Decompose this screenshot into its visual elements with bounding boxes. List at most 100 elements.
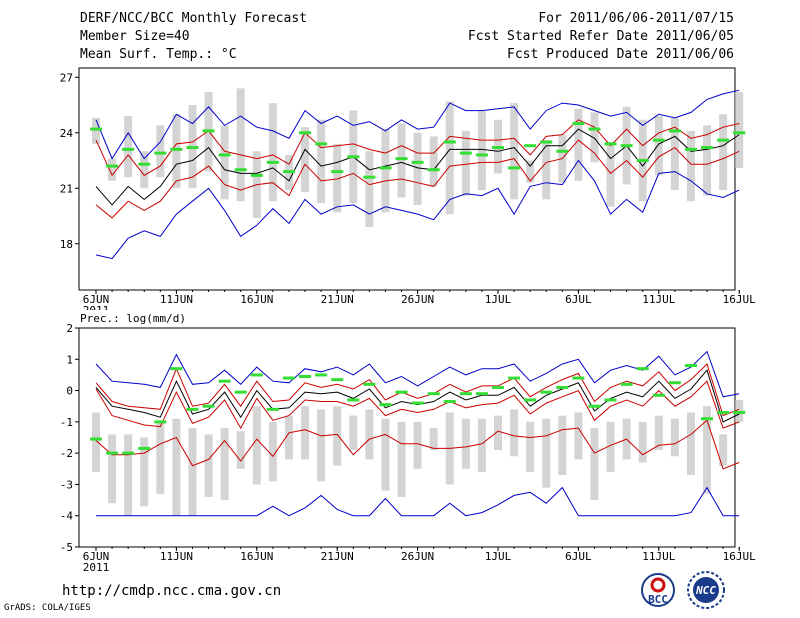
prec-observed-marker [636,367,649,371]
temp-observed-marker [106,164,119,168]
prec-observed-marker [347,398,360,402]
temp-x-tick-label: 16JUL [723,293,756,306]
temp-observed-marker [572,122,585,125]
temp-spread-bar [703,125,712,196]
prec-x-tick-label: 1JUL [485,550,512,563]
prec-line-mean [95,369,740,423]
start-date-label: Fcst Started Refer Date 2011/06/05 [467,29,734,44]
prec-y-tick-label: 2 [66,322,73,335]
prec-line-min [96,486,740,517]
temp-spread-bar [670,117,679,191]
temp-spread-bar [236,88,245,202]
prec-observed-marker [572,376,585,380]
prec-observed-marker [733,410,746,414]
forecast-period-label: For 2011/06/06-2011/07/15 [538,11,734,26]
prec-x-tick-label: 6JUL [565,550,592,563]
bcc-logo-text: BCC [648,593,668,606]
prec-spread-bar [381,418,390,491]
temp-y-tick-label: 18 [60,238,73,251]
prec-spread-bar [397,421,406,497]
temp-spread-bar [606,142,615,207]
prec-spread-bar [558,415,567,476]
temp-line-lower [95,139,740,219]
temp-observed-marker [90,127,102,131]
temp-observed-marker [733,131,746,135]
prec-spread-bar [719,434,728,466]
prec-spread-bar [670,418,679,457]
prec-spread-bar [461,418,470,469]
prec-observed-marker [620,382,633,386]
prec-observed-marker [315,373,328,377]
prec-observed-marker [604,398,617,402]
prec-x-tick-label: 16JUN [240,550,273,563]
prec-observed-marker [588,404,601,408]
temp-observed-marker [443,140,456,144]
temp-observed-marker [202,129,215,133]
prec-spread-bar [574,412,583,460]
temp-observed-marker [315,142,328,146]
temp-line-mean [95,128,740,206]
temp-x-tick-label: 6JUN [83,293,110,306]
source-url[interactable]: http://cmdp.ncc.cma.gov.cn [62,583,282,599]
prec-line-min2 [95,419,740,470]
prec-x-tick-label: 21JUN [321,550,354,563]
prec-line-lower [95,380,740,430]
temp-spread-bar [510,103,519,200]
temp-observed-marker [170,147,183,151]
temp-spread-bar [381,129,390,213]
temp-x-tick-label: 16JUN [240,293,273,306]
prec-observed-marker [427,392,440,396]
prec-observed-marker [138,446,151,450]
prec-spread-bar [686,412,695,476]
temp-spread-bar [445,101,454,215]
prec-observed-marker [282,376,295,380]
temp-observed-marker [620,144,633,148]
prec-x-tick-label: 6JUN [83,550,110,563]
temp-spread-bar [365,151,374,228]
prec-observed-marker [106,451,119,455]
prec-observed-marker [170,367,183,371]
prec-spread-bar [268,421,277,482]
prec-observed-marker [411,401,424,405]
temp-observed-marker [234,168,247,172]
temp-spread-bar [124,116,133,178]
grads-credit: GrADS: COLA/IGES [4,603,91,613]
prec-x-tick-label: 16JUL [723,550,756,563]
prec-observed-marker [556,385,569,389]
prec-observed-marker [266,407,279,411]
temp-x-tick-label: 1JUL [485,293,512,306]
prec-observed-marker [299,374,312,378]
temp-line-min [95,159,740,260]
prec-observed-marker [459,392,472,396]
temp-observed-marker [684,147,697,151]
temp-spread-bar [574,108,583,181]
prec-spread-bar [638,421,647,463]
temp-x-tick-label: 11JUN [160,293,193,306]
temp-spread-bar [735,92,744,168]
prec-spread-bar [735,399,744,422]
temp-observed-marker [459,151,472,155]
temp-y-tick-label: 21 [60,182,73,195]
temperature-chart: 18 21 24 27 6JUN 11JUN 16JUN 21JUN 26JUN 1JUL 6JUL… [60,67,756,310]
temp-observed-marker [588,127,601,131]
prec-y-tick-label: 1 [66,353,73,366]
temp-observed-marker [636,159,649,162]
chart-title: DERF/NCC/BCC Monthly Forecast [80,11,307,26]
temp-spread-bar [397,123,406,198]
prec-observed-marker [234,390,247,394]
temp-spread-bar [542,140,551,200]
prec-spread-bar [494,415,502,451]
prec-spread-bar [124,434,133,516]
prec-year-label: 2011 [83,561,110,574]
bcc-logo-icon: BCC [641,573,675,607]
temp-observed-marker [122,147,135,151]
temp-spread-bar [590,112,599,163]
temp-spread-bar [654,116,663,176]
temp-y-tick-label: 24 [60,127,74,140]
temp-observed-marker [540,140,553,144]
prec-spread-bar [236,431,245,469]
temp-observed-marker [701,146,714,150]
temp-observed-marker [299,131,312,135]
temp-observed-marker [427,168,440,172]
prec-spread-bar [204,434,213,497]
